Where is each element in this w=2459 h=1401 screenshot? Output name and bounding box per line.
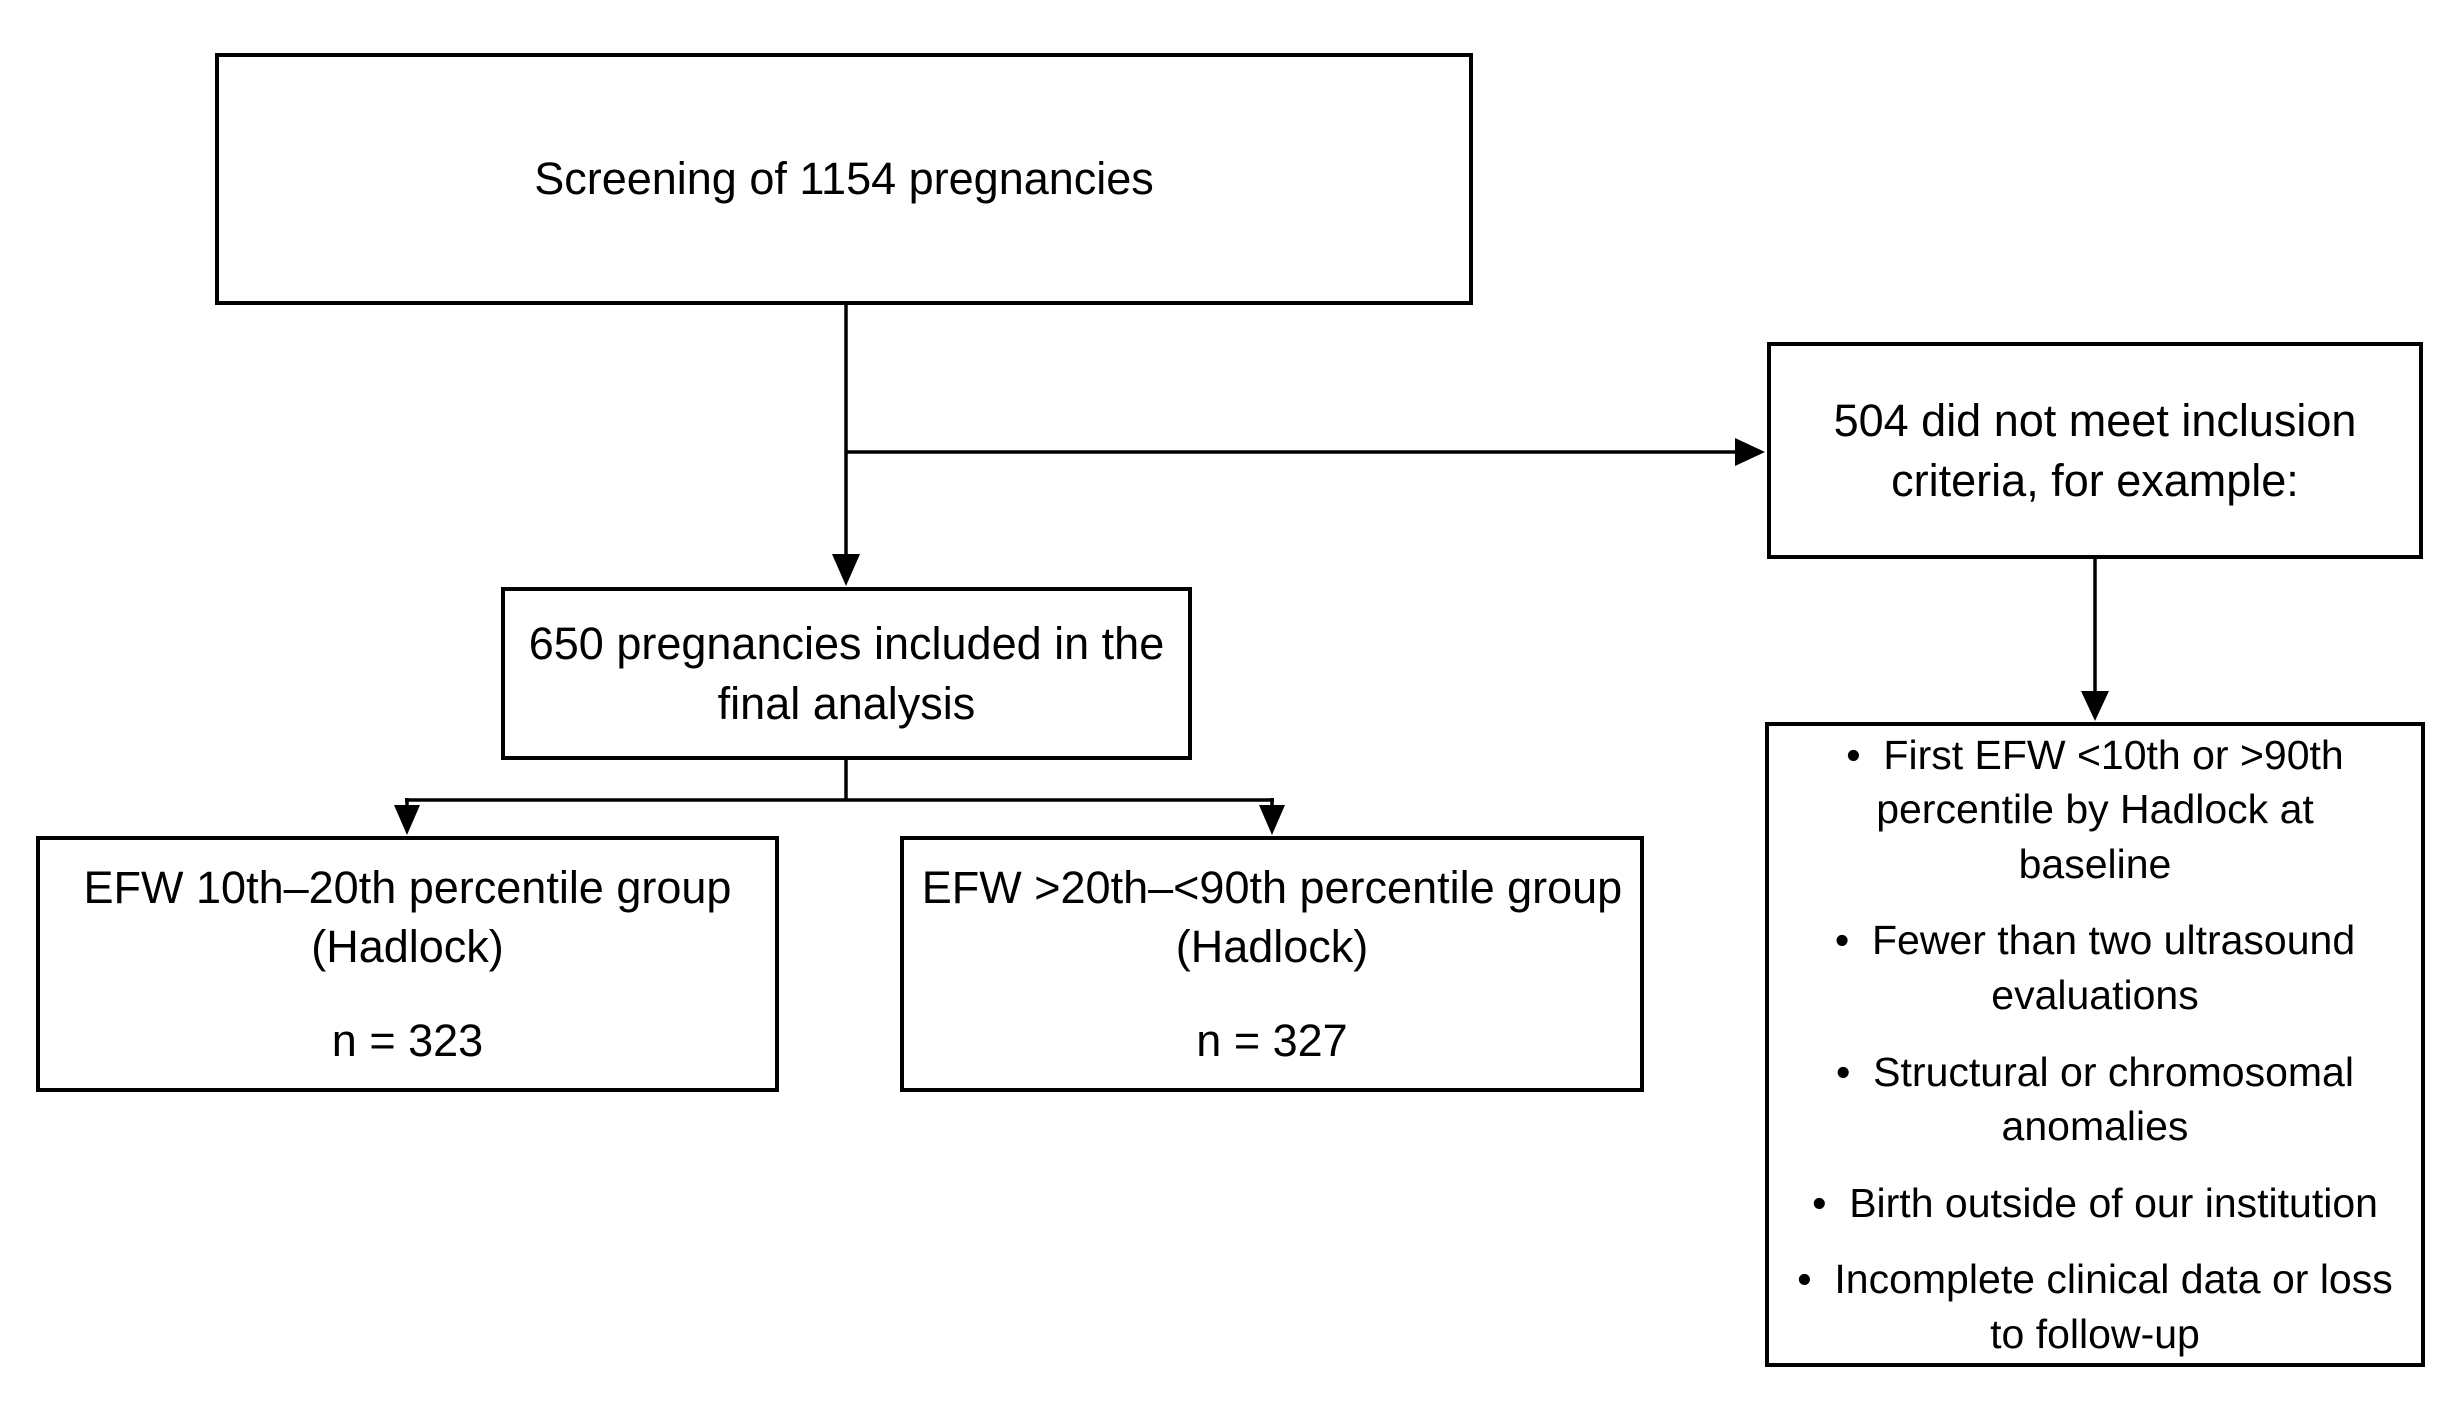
included-text: 650 pregnancies included in the final an… — [528, 618, 1165, 729]
group-ref-count: n = 327 — [1196, 1014, 1348, 1066]
group-ref-box: EFW >20th–<90th percentile group (Hadloc… — [900, 836, 1644, 1092]
exclusion-reason-item: • First EFW <10th or >90th percentile by… — [1846, 731, 2344, 887]
exclusion-reason-item: • Structural or chromosomal anomalies — [1836, 1048, 2354, 1150]
screening-box: Screening of 1154 pregnancies — [215, 53, 1473, 305]
arrowhead-down-included-icon — [832, 554, 860, 586]
excluded-text: 504 did not meet inclusion criteria, for… — [1833, 395, 2357, 506]
group-ref-title: EFW >20th–<90th percentile group (Hadloc… — [921, 861, 1623, 973]
arrowhead-down-group-ref-icon — [1259, 805, 1285, 835]
group-low-count: n = 323 — [331, 1014, 484, 1066]
exclusion-reason-item: • Fewer than two ultrasound evaluations — [1834, 917, 2356, 1018]
exclusion-reason-item: • Birth outside of our institution — [1812, 1179, 2378, 1226]
arrowhead-right-excluded-icon — [1735, 438, 1765, 466]
included-box: 650 pregnancies included in the final an… — [501, 587, 1192, 760]
arrowhead-down-group-low-icon — [394, 805, 420, 835]
excluded-box: 504 did not meet inclusion criteria, for… — [1767, 342, 2423, 559]
screening-text: Screening of 1154 pregnancies — [534, 153, 1154, 205]
exclusion-reason-item: • Incomplete clinical data or loss to fo… — [1797, 1256, 2393, 1357]
arrowhead-down-reasons-icon — [2081, 691, 2109, 721]
group-low-box: EFW 10th–20th percentile group (Hadlock)… — [36, 836, 779, 1092]
group-low-title: EFW 10th–20th percentile group (Hadlock) — [83, 861, 732, 973]
exclusion-reasons-box: • First EFW <10th or >90th percentile by… — [1765, 722, 2425, 1367]
